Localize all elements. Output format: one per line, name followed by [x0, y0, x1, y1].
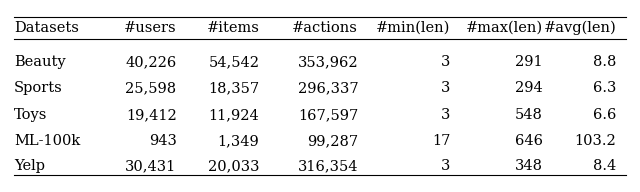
Text: 296,337: 296,337 — [298, 81, 358, 95]
Text: 294: 294 — [515, 81, 543, 95]
Text: #users: #users — [124, 21, 177, 35]
Text: 103.2: 103.2 — [575, 134, 616, 148]
Text: Beauty: Beauty — [14, 55, 66, 69]
Text: 3: 3 — [441, 55, 451, 69]
Text: 291: 291 — [515, 55, 543, 69]
Text: #max(len): #max(len) — [466, 21, 543, 35]
Text: 8.4: 8.4 — [593, 159, 616, 173]
Text: 20,033: 20,033 — [208, 159, 259, 173]
Text: 316,354: 316,354 — [298, 159, 358, 173]
Text: #actions: #actions — [292, 21, 358, 35]
Text: ML-100k: ML-100k — [14, 134, 81, 148]
Text: 3: 3 — [441, 108, 451, 122]
Text: 54,542: 54,542 — [209, 55, 259, 69]
Text: 18,357: 18,357 — [209, 81, 259, 95]
Text: 30,431: 30,431 — [125, 159, 177, 173]
Text: 3: 3 — [441, 159, 451, 173]
Text: 6.6: 6.6 — [593, 108, 616, 122]
Text: 353,962: 353,962 — [298, 55, 358, 69]
Text: #items: #items — [207, 21, 259, 35]
Text: Sports: Sports — [14, 81, 63, 95]
Text: #avg(len): #avg(len) — [543, 21, 616, 35]
Text: 3: 3 — [441, 81, 451, 95]
Text: 6.3: 6.3 — [593, 81, 616, 95]
Text: Toys: Toys — [14, 108, 47, 122]
Text: 11,924: 11,924 — [209, 108, 259, 122]
Text: 17: 17 — [432, 134, 451, 148]
Text: 348: 348 — [515, 159, 543, 173]
Text: 548: 548 — [515, 108, 543, 122]
Text: #min(len): #min(len) — [376, 21, 451, 35]
Text: 19,412: 19,412 — [126, 108, 177, 122]
Text: 99,287: 99,287 — [307, 134, 358, 148]
Text: 1,349: 1,349 — [218, 134, 259, 148]
Text: Yelp: Yelp — [14, 159, 45, 173]
Text: 25,598: 25,598 — [125, 81, 177, 95]
Text: 8.8: 8.8 — [593, 55, 616, 69]
Text: 943: 943 — [148, 134, 177, 148]
Text: 167,597: 167,597 — [298, 108, 358, 122]
Text: 40,226: 40,226 — [125, 55, 177, 69]
Text: 646: 646 — [515, 134, 543, 148]
Text: Datasets: Datasets — [14, 21, 79, 35]
